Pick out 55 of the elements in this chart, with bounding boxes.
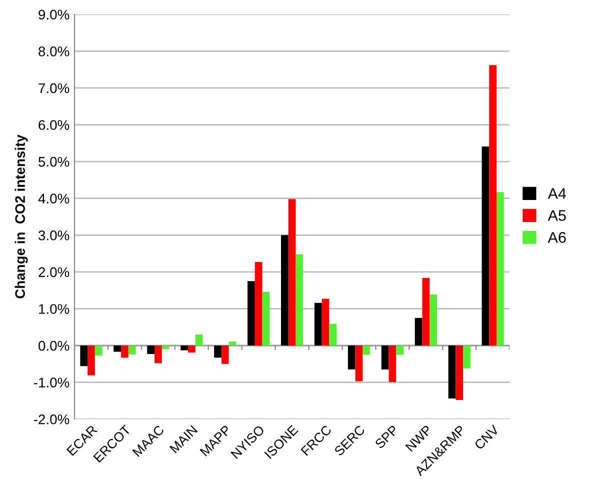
y-tick-label: 1.0% [39,304,70,314]
legend-label: A6 [548,232,566,243]
y-tick-label: 6.0% [38,120,70,130]
y-tick-label: 7.0% [38,83,70,94]
bar [248,281,255,346]
y-tick-label: 2.0% [38,267,70,278]
bar [314,302,322,346]
y-tick-label: 5.0% [38,156,70,167]
bar [456,346,464,400]
bar [496,192,504,346]
bar [280,235,288,346]
y-tick-label: 9.0% [38,10,70,20]
bar [288,199,296,346]
y-tick-label: 8.0% [38,46,70,56]
bar [463,346,470,368]
bar [254,262,262,346]
bar [381,346,389,370]
bar [94,346,102,356]
bar [121,346,128,358]
bar [147,346,154,354]
bar [322,298,330,346]
bar [388,346,396,382]
bar [448,346,456,399]
y-tick-label: 0.0% [38,340,70,351]
bar [262,292,270,346]
y-tick-label: 4.0% [38,194,70,204]
bar [348,346,356,370]
bar [489,65,497,346]
bar [128,346,136,354]
y-tick-label: 3.0% [38,230,70,240]
legend-label: A5 [548,210,566,221]
bar [154,346,162,364]
bar [414,318,422,346]
bar [296,254,304,346]
bar [162,346,170,350]
bar [214,346,222,358]
bar [362,346,370,355]
bar [221,346,229,364]
bar [422,278,430,346]
bar [195,334,203,346]
bar [329,324,337,346]
bar [88,346,95,376]
bar [188,346,196,353]
bar [228,341,236,346]
legend-label: A4 [548,188,566,199]
bar [114,346,122,352]
y-tick-label: -1.0% [34,378,70,388]
y-axis-title: Change in CO2 intensity [14,134,28,298]
bar [430,294,437,346]
bar [482,146,490,346]
bar [355,346,363,382]
bar [396,346,404,355]
bar [180,346,188,350]
bar [80,346,88,366]
y-tick-label: -2.0% [34,414,70,424]
